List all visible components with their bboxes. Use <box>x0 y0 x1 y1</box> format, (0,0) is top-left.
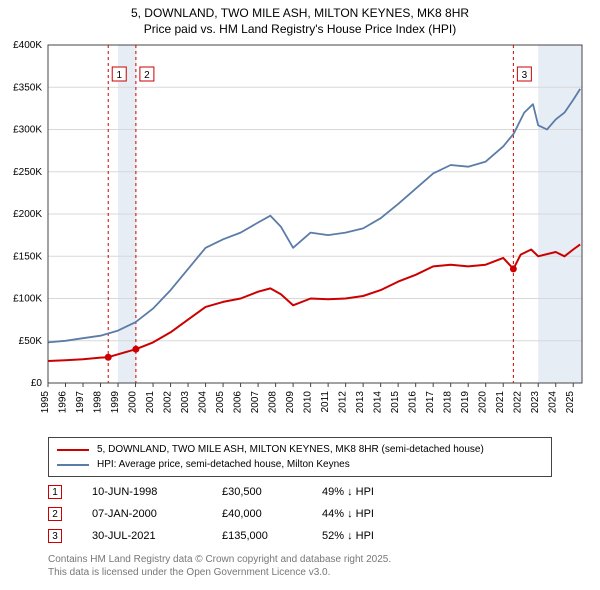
svg-text:2013: 2013 <box>355 391 366 414</box>
svg-text:3: 3 <box>522 70 528 81</box>
svg-text:£400K: £400K <box>13 41 42 51</box>
event-row: 1 10-JUN-1998£30,50049% ↓ HPI <box>48 481 552 503</box>
svg-text:1: 1 <box>116 70 122 81</box>
svg-text:2004: 2004 <box>198 391 209 414</box>
svg-text:2025: 2025 <box>565 391 576 414</box>
svg-text:2009: 2009 <box>285 391 296 414</box>
legend: 5, DOWNLAND, TWO MILE ASH, MILTON KEYNES… <box>48 437 552 477</box>
svg-text:2007: 2007 <box>250 391 261 414</box>
svg-text:2022: 2022 <box>513 391 524 414</box>
events-table: 1 10-JUN-1998£30,50049% ↓ HPI 2 07-JAN-2000… <box>48 481 552 547</box>
event-delta: 44% ↓ HPI <box>322 508 552 520</box>
event-price: £135,000 <box>222 530 322 542</box>
footer-line-1: Contains HM Land Registry data © Crown c… <box>48 553 552 566</box>
event-marker: 1 <box>48 485 62 499</box>
chart-svg: £0 £50K £100K £150K £200K £250K £300K £350K £400… <box>0 41 600 431</box>
event-price: £40,000 <box>222 508 322 520</box>
svg-text:2010: 2010 <box>303 391 314 414</box>
chart-title: 5, DOWNLAND, TWO MILE ASH, MILTON KEYNES… <box>0 0 600 41</box>
svg-text:2014: 2014 <box>373 391 384 414</box>
svg-text:2005: 2005 <box>215 391 226 414</box>
event-price: £30,500 <box>222 486 322 498</box>
legend-swatch <box>57 449 89 451</box>
svg-text:2006: 2006 <box>233 391 244 414</box>
svg-text:1997: 1997 <box>75 391 86 414</box>
event-delta: 52% ↓ HPI <box>322 530 552 542</box>
title-line-2: Price paid vs. HM Land Registry's House … <box>4 22 596 38</box>
legend-label: HPI: Average price, semi-detached house,… <box>97 457 350 472</box>
svg-text:1999: 1999 <box>110 391 121 414</box>
svg-text:£250K: £250K <box>13 167 42 178</box>
footer-attribution: Contains HM Land Registry data © Crown c… <box>48 553 552 579</box>
svg-text:£0: £0 <box>31 378 43 389</box>
svg-text:2021: 2021 <box>495 391 506 414</box>
svg-text:2015: 2015 <box>390 391 401 414</box>
svg-text:£50K: £50K <box>19 336 43 347</box>
svg-text:£300K: £300K <box>13 125 42 136</box>
svg-text:2: 2 <box>144 70 150 81</box>
legend-item: HPI: Average price, semi-detached house,… <box>57 457 543 472</box>
svg-text:2011: 2011 <box>320 391 331 413</box>
svg-text:2018: 2018 <box>443 391 454 414</box>
svg-text:2023: 2023 <box>530 391 541 414</box>
svg-text:2012: 2012 <box>338 391 349 414</box>
svg-text:1998: 1998 <box>93 391 104 414</box>
svg-text:2000: 2000 <box>128 391 139 414</box>
event-delta: 49% ↓ HPI <box>322 486 552 498</box>
svg-text:£100K: £100K <box>13 294 42 305</box>
svg-text:2024: 2024 <box>548 391 559 414</box>
event-row: 2 07-JAN-2000£40,00044% ↓ HPI <box>48 503 552 525</box>
legend-label: 5, DOWNLAND, TWO MILE ASH, MILTON KEYNES… <box>97 442 484 457</box>
event-date: 07-JAN-2000 <box>92 508 222 520</box>
legend-swatch <box>57 464 89 466</box>
svg-text:2001: 2001 <box>145 391 156 414</box>
title-line-1: 5, DOWNLAND, TWO MILE ASH, MILTON KEYNES… <box>4 6 596 22</box>
svg-text:2020: 2020 <box>478 391 489 414</box>
chart-area: £0 £50K £100K £150K £200K £250K £300K £350K £400… <box>0 41 600 431</box>
svg-text:2016: 2016 <box>408 391 419 414</box>
svg-text:1995: 1995 <box>40 391 51 414</box>
svg-text:1996: 1996 <box>58 391 69 414</box>
svg-text:2008: 2008 <box>268 391 279 414</box>
event-row: 3 30-JUL-2021£135,00052% ↓ HPI <box>48 525 552 547</box>
svg-text:2002: 2002 <box>163 391 174 414</box>
svg-text:2003: 2003 <box>180 391 191 414</box>
svg-text:£200K: £200K <box>13 209 42 220</box>
event-marker: 3 <box>48 529 62 543</box>
svg-text:2019: 2019 <box>460 391 471 414</box>
svg-text:£350K: £350K <box>13 82 42 93</box>
legend-item: 5, DOWNLAND, TWO MILE ASH, MILTON KEYNES… <box>57 442 543 457</box>
svg-text:2017: 2017 <box>425 391 436 414</box>
event-date: 30-JUL-2021 <box>92 530 222 542</box>
svg-text:£150K: £150K <box>13 251 42 262</box>
footer-line-2: This data is licensed under the Open Gov… <box>48 566 552 579</box>
event-date: 10-JUN-1998 <box>92 486 222 498</box>
event-marker: 2 <box>48 507 62 521</box>
